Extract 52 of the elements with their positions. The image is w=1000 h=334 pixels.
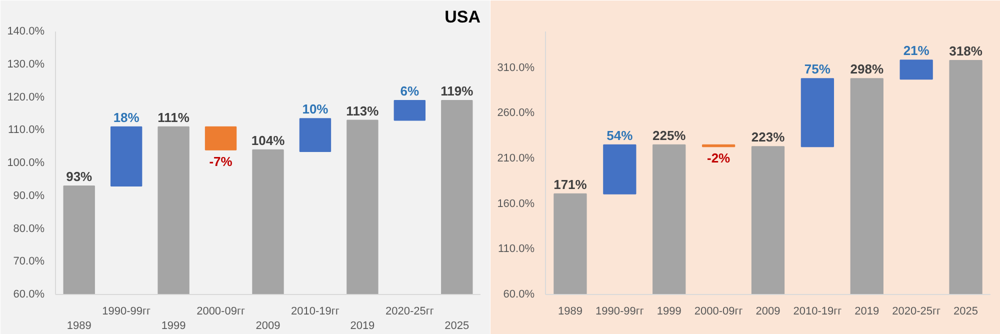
x-tick-label: 1989 [558,306,582,318]
x-tick-label: 2009 [756,306,780,318]
data-label: 223% [751,130,786,145]
data-label: 18% [113,110,140,125]
x-tick-label: 1999 [656,306,682,318]
data-label: 104% [251,132,286,148]
y-tick-label: 140.0% [7,26,45,38]
y-tick-label: 60.0% [13,288,45,300]
y-tick-label: 100.0% [7,157,45,169]
y-tick-label: 60.0% [503,288,535,300]
data-label: 171% [554,176,588,192]
y-tick-label: 80.0% [13,222,45,235]
y-tick-label: 90.0% [13,190,45,202]
y-tick-label: 260.0% [497,107,535,120]
x-tick-label: 2000-09гг [694,306,743,318]
data-label: 113% [346,103,380,118]
data-label: 10% [302,102,329,117]
x-tick-label: 1989 [66,320,92,332]
data-label: 93% [66,169,93,184]
data-label: 318% [949,44,983,59]
data-label: 21% [903,43,930,58]
x-tick-label: 2019 [350,320,375,332]
x-tick-label: 2010-19гг [793,306,842,318]
data-label: -7% [209,154,233,169]
data-label: 119% [440,84,474,99]
data-label: 6% [400,84,420,99]
x-tick-label: 2020-25гг [892,306,941,318]
y-tick-label: 110.0% [8,124,45,136]
x-tick-label: 2020-25гг [385,306,434,318]
y-tick-label: 210.0% [497,152,535,164]
x-tick-label: 2025 [954,306,978,318]
x-tick-label: 2025 [444,320,470,332]
x-tick-label: 1990-99гг [102,306,151,318]
data-label: 54% [606,128,634,143]
data-label: 75% [804,62,831,77]
chart-title: USA [444,8,481,26]
y-tick-label: 120.0% [7,91,45,104]
y-tick-label: 70.0% [13,256,45,268]
x-tick-label: 1990-99гг [595,306,644,318]
y-tick-label: 110.0% [498,243,535,256]
x-tick-label: 2010-19гг [291,306,340,318]
data-label: 225% [652,128,686,143]
data-label: 111% [158,110,190,125]
x-tick-label: 2000-09гг [196,306,245,318]
y-tick-label: 160.0% [497,198,535,210]
x-tick-label: 2009 [256,320,280,332]
x-tick-label: 2019 [854,306,880,318]
data-label: 298% [850,62,884,77]
data-label: -2% [706,150,731,166]
y-tick-label: 130.0% [7,58,45,70]
x-tick-label: 1999 [161,320,186,332]
y-tick-label: 310.0% [497,62,535,74]
